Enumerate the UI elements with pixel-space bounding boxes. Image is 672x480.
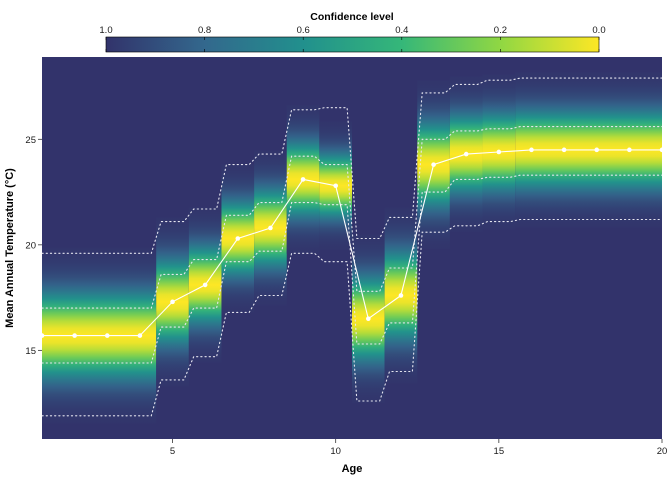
data-point: [268, 225, 273, 231]
data-point: [170, 299, 175, 305]
series-line: [42, 149, 662, 337]
confidence-bands: [42, 77, 662, 417]
x-tick-label: 10: [330, 446, 341, 457]
legend-colorbar: [105, 36, 600, 53]
data-point: [496, 149, 502, 155]
series: [42, 147, 662, 338]
data-point: [104, 333, 110, 338]
legend-tick-label: 1.0: [99, 25, 112, 36]
data-point: [594, 147, 600, 153]
data-point: [366, 316, 371, 322]
data-point: [333, 183, 338, 189]
legend-tick-label: 0.4: [395, 25, 408, 36]
data-point: [431, 162, 436, 167]
y-tick-label: 15: [25, 346, 36, 357]
y-axis-title: Mean Annual Temperature (°C): [4, 168, 16, 328]
data-point: [398, 293, 404, 298]
data-point: [300, 177, 306, 182]
x-axis-title: Age: [342, 463, 363, 475]
x-tick-label: 15: [494, 446, 505, 457]
data-point: [659, 147, 662, 153]
inner-band-lower: [42, 174, 662, 364]
legend-tick-label: 0.0: [592, 25, 605, 36]
x-axis: 5 10 15 20: [170, 439, 667, 457]
data-point: [202, 282, 208, 288]
legend: Confidence level 1.0 0.8 0.6 0.4 0.2 0.0: [99, 11, 606, 53]
data-point: [463, 151, 469, 157]
data-point: [627, 147, 632, 153]
outer-band-upper: [42, 77, 662, 254]
y-axis: 15 20 25: [25, 135, 42, 357]
data-point: [235, 236, 241, 241]
data-point: [137, 333, 143, 338]
legend-ticks: 1.0 0.8 0.6 0.4 0.2 0.0: [99, 25, 606, 52]
plot-panel: [42, 57, 662, 439]
legend-tick-label: 0.8: [198, 25, 211, 36]
inner-band-upper: [42, 126, 662, 309]
y-tick-label: 20: [25, 240, 36, 251]
x-tick-label: 5: [170, 446, 175, 457]
data-point: [529, 147, 534, 153]
data-point: [42, 333, 45, 338]
legend-tick-label: 0.6: [297, 25, 310, 36]
x-tick-label: 20: [657, 446, 668, 457]
y-tick-label: 25: [25, 135, 36, 146]
outer-band-lower: [42, 218, 662, 417]
data-point: [72, 333, 77, 338]
data-point: [561, 147, 567, 153]
legend-title: Confidence level: [310, 11, 394, 23]
legend-tick-label: 0.2: [494, 25, 507, 36]
